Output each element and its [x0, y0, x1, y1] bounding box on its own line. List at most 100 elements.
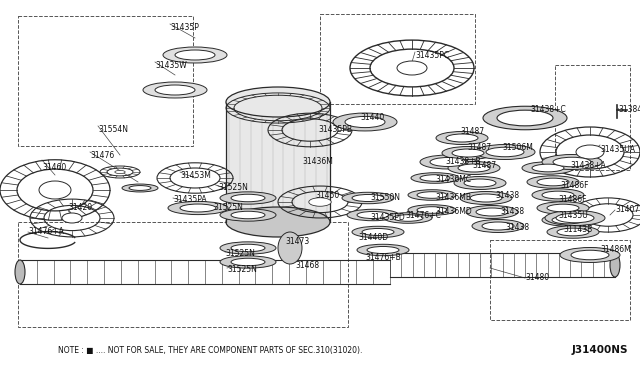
Bar	[555, 65, 630, 170]
Ellipse shape	[542, 191, 574, 199]
Ellipse shape	[15, 260, 25, 284]
Ellipse shape	[115, 170, 125, 174]
Ellipse shape	[482, 222, 514, 230]
Text: 31487: 31487	[460, 128, 484, 137]
Ellipse shape	[231, 211, 265, 219]
Ellipse shape	[175, 50, 215, 60]
Bar	[320, 14, 475, 104]
Text: 31435PB: 31435PB	[318, 125, 352, 135]
Text: 31525N: 31525N	[218, 183, 248, 192]
Text: 31436MB: 31436MB	[435, 193, 471, 202]
Text: 31435P: 31435P	[170, 23, 199, 32]
Ellipse shape	[220, 209, 276, 221]
Ellipse shape	[408, 205, 456, 215]
Ellipse shape	[472, 219, 524, 232]
Ellipse shape	[278, 232, 302, 264]
Ellipse shape	[553, 157, 591, 167]
Text: 31525N: 31525N	[227, 266, 257, 275]
Bar	[18, 16, 193, 146]
Text: 31143B: 31143B	[563, 225, 592, 234]
Text: 31450: 31450	[315, 190, 339, 199]
Ellipse shape	[537, 202, 589, 214]
Ellipse shape	[180, 204, 216, 212]
Ellipse shape	[420, 175, 450, 181]
Bar	[226, 102, 330, 222]
Ellipse shape	[458, 164, 490, 172]
Ellipse shape	[545, 211, 605, 225]
Text: 31487: 31487	[472, 160, 496, 170]
Ellipse shape	[571, 250, 609, 260]
Ellipse shape	[393, 215, 423, 221]
Ellipse shape	[357, 211, 389, 218]
Ellipse shape	[333, 113, 397, 131]
Text: 31438: 31438	[495, 190, 519, 199]
Text: 31436MD: 31436MD	[435, 208, 472, 217]
Text: 31435PD: 31435PD	[370, 214, 404, 222]
Ellipse shape	[226, 207, 330, 237]
Ellipse shape	[522, 162, 574, 174]
Text: 31438: 31438	[500, 208, 524, 217]
Ellipse shape	[220, 242, 276, 254]
Ellipse shape	[231, 258, 265, 266]
Ellipse shape	[397, 61, 427, 75]
Ellipse shape	[231, 194, 265, 202]
Text: 31525N: 31525N	[225, 250, 255, 259]
Ellipse shape	[557, 228, 589, 236]
Ellipse shape	[417, 192, 447, 198]
Text: 31550N: 31550N	[370, 193, 400, 202]
Ellipse shape	[143, 82, 207, 98]
Ellipse shape	[448, 161, 500, 174]
Text: 31476+C: 31476+C	[405, 211, 441, 219]
Text: 31436MC: 31436MC	[435, 176, 471, 185]
Ellipse shape	[226, 87, 330, 117]
Ellipse shape	[610, 253, 620, 277]
Text: 31436M: 31436M	[302, 157, 333, 167]
Text: 31486F: 31486F	[560, 180, 589, 189]
Text: J31400NS: J31400NS	[572, 345, 628, 355]
Text: 31473: 31473	[285, 237, 309, 247]
Text: 31460: 31460	[42, 164, 67, 173]
Ellipse shape	[420, 155, 476, 169]
Ellipse shape	[352, 195, 384, 202]
Ellipse shape	[497, 110, 553, 126]
Ellipse shape	[532, 164, 564, 172]
Ellipse shape	[168, 201, 228, 215]
Ellipse shape	[342, 192, 394, 204]
Ellipse shape	[446, 134, 478, 142]
Ellipse shape	[345, 116, 385, 128]
Ellipse shape	[547, 226, 599, 238]
Ellipse shape	[309, 198, 332, 206]
Ellipse shape	[122, 184, 158, 192]
Bar	[18, 222, 348, 327]
Ellipse shape	[464, 179, 496, 187]
Ellipse shape	[357, 244, 409, 256]
Text: 31453M: 31453M	[180, 170, 211, 180]
Ellipse shape	[466, 205, 518, 218]
Bar	[490, 240, 630, 320]
Text: 31407H: 31407H	[615, 205, 640, 215]
Text: 31476+B: 31476+B	[365, 253, 401, 263]
Text: NOTE : ■ .... NOT FOR SALE, THEY ARE COMPONENT PARTS OF SEC.310(31020).: NOTE : ■ .... NOT FOR SALE, THEY ARE COM…	[58, 346, 362, 355]
Text: 31480: 31480	[525, 273, 549, 282]
Ellipse shape	[547, 204, 579, 212]
Ellipse shape	[417, 207, 447, 213]
Ellipse shape	[542, 214, 594, 226]
Ellipse shape	[527, 176, 579, 188]
Ellipse shape	[347, 209, 399, 221]
Ellipse shape	[442, 147, 494, 160]
Text: 31438+B: 31438+B	[445, 157, 481, 167]
Ellipse shape	[537, 178, 569, 186]
Ellipse shape	[220, 192, 276, 204]
Ellipse shape	[384, 213, 432, 223]
Ellipse shape	[556, 213, 594, 223]
Ellipse shape	[430, 157, 466, 167]
Ellipse shape	[486, 147, 524, 157]
Ellipse shape	[411, 173, 459, 183]
Ellipse shape	[155, 85, 195, 95]
Text: 31554N: 31554N	[98, 125, 128, 135]
Text: 31486M: 31486M	[600, 246, 631, 254]
Ellipse shape	[483, 106, 567, 130]
Text: 31476+A: 31476+A	[28, 228, 64, 237]
Ellipse shape	[476, 208, 508, 216]
Ellipse shape	[560, 247, 620, 263]
